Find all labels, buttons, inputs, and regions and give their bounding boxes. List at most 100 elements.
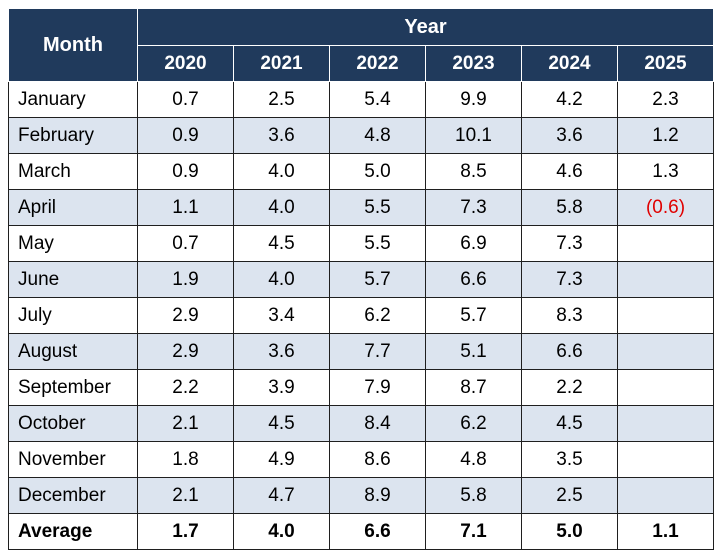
value-cell: 1.3 <box>617 153 714 190</box>
table-row: June 1.9 4.0 5.7 6.6 7.3 <box>8 261 714 298</box>
month-cell: April <box>8 189 138 226</box>
month-cell: January <box>8 81 138 118</box>
value-cell: 0.7 <box>137 81 234 118</box>
value-cell: 3.9 <box>233 369 330 406</box>
average-label: Average <box>8 513 138 550</box>
value-cell: 7.3 <box>521 261 618 298</box>
value-cell: 5.8 <box>521 189 618 226</box>
month-cell: September <box>8 369 138 406</box>
value-cell: 3.4 <box>233 297 330 334</box>
value-cell: 2.1 <box>137 405 234 442</box>
value-cell: 8.5 <box>425 153 522 190</box>
table-row: September 2.2 3.9 7.9 8.7 2.2 <box>8 369 714 406</box>
average-value-cell: 1.7 <box>137 513 234 550</box>
year-header-2022: 2022 <box>329 45 426 82</box>
month-cell: May <box>8 225 138 262</box>
value-cell: 3.6 <box>521 117 618 154</box>
value-cell: 4.0 <box>233 153 330 190</box>
average-value-cell: 5.0 <box>521 513 618 550</box>
month-cell: October <box>8 405 138 442</box>
month-column-header: Month <box>8 8 138 82</box>
value-cell: 8.4 <box>329 405 426 442</box>
value-cell: 4.5 <box>233 405 330 442</box>
value-cell: 6.6 <box>521 333 618 370</box>
value-cell: 7.3 <box>521 225 618 262</box>
value-cell: 8.3 <box>521 297 618 334</box>
table-row: March 0.9 4.0 5.0 8.5 4.6 1.3 <box>8 153 714 190</box>
value-cell: (0.6) <box>617 189 714 226</box>
value-cell: 10.1 <box>425 117 522 154</box>
value-cell: 7.7 <box>329 333 426 370</box>
value-cell: 1.1 <box>137 189 234 226</box>
value-cell: 4.0 <box>233 189 330 226</box>
value-cell: 2.3 <box>617 81 714 118</box>
value-cell: 0.7 <box>137 225 234 262</box>
average-value-cell: 7.1 <box>425 513 522 550</box>
value-cell: 5.7 <box>329 261 426 298</box>
table-row: November 1.8 4.9 8.6 4.8 3.5 <box>8 441 714 478</box>
table-row: August 2.9 3.6 7.7 5.1 6.6 <box>8 333 714 370</box>
value-cell: 0.9 <box>137 153 234 190</box>
month-cell: June <box>8 261 138 298</box>
value-cell: 4.8 <box>329 117 426 154</box>
value-cell: 9.9 <box>425 81 522 118</box>
value-cell: 5.1 <box>425 333 522 370</box>
value-cell <box>617 333 714 370</box>
value-cell: 1.9 <box>137 261 234 298</box>
table-header: Month Year 2020 2021 2022 2023 2024 2025 <box>8 8 714 82</box>
value-cell: 2.5 <box>521 477 618 514</box>
value-cell: 6.2 <box>329 297 426 334</box>
year-group-header: Year <box>137 8 714 46</box>
value-cell: 4.2 <box>521 81 618 118</box>
value-cell <box>617 225 714 262</box>
value-cell: 4.5 <box>233 225 330 262</box>
value-cell: 7.9 <box>329 369 426 406</box>
month-cell: July <box>8 297 138 334</box>
value-cell <box>617 405 714 442</box>
value-cell: 2.9 <box>137 333 234 370</box>
value-cell: 5.5 <box>329 189 426 226</box>
table-container: Month Year 2020 2021 2022 2023 2024 2025… <box>8 8 714 550</box>
value-cell: 3.6 <box>233 333 330 370</box>
year-header-2020: 2020 <box>137 45 234 82</box>
value-cell <box>617 297 714 334</box>
value-cell: 3.5 <box>521 441 618 478</box>
table-row: July 2.9 3.4 6.2 5.7 8.3 <box>8 297 714 334</box>
value-cell: 0.9 <box>137 117 234 154</box>
year-header-2024: 2024 <box>521 45 618 82</box>
month-cell: February <box>8 117 138 154</box>
year-header-2021: 2021 <box>233 45 330 82</box>
average-value-cell: 1.1 <box>617 513 714 550</box>
value-cell: 2.2 <box>137 369 234 406</box>
value-cell: 6.9 <box>425 225 522 262</box>
value-cell: 5.4 <box>329 81 426 118</box>
value-cell: 3.6 <box>233 117 330 154</box>
value-cell <box>617 261 714 298</box>
month-cell: December <box>8 477 138 514</box>
value-cell: 5.5 <box>329 225 426 262</box>
value-cell: 1.8 <box>137 441 234 478</box>
year-header-2025: 2025 <box>617 45 714 82</box>
table-row: February 0.9 3.6 4.8 10.1 3.6 1.2 <box>8 117 714 154</box>
value-cell: 4.9 <box>233 441 330 478</box>
data-table: Month Year 2020 2021 2022 2023 2024 2025… <box>8 8 714 550</box>
value-cell: 4.6 <box>521 153 618 190</box>
value-cell: 8.7 <box>425 369 522 406</box>
value-cell <box>617 369 714 406</box>
value-cell: 7.3 <box>425 189 522 226</box>
value-cell: 8.9 <box>329 477 426 514</box>
month-cell: March <box>8 153 138 190</box>
value-cell: 5.7 <box>425 297 522 334</box>
value-cell: 1.2 <box>617 117 714 154</box>
value-cell: 4.5 <box>521 405 618 442</box>
value-cell <box>617 477 714 514</box>
average-value-cell: 6.6 <box>329 513 426 550</box>
value-cell: 4.0 <box>233 261 330 298</box>
table-body: January 0.7 2.5 5.4 9.9 4.2 2.3 February 0.9 3.6 4… <box>8 81 714 550</box>
month-cell: November <box>8 441 138 478</box>
value-cell: 6.6 <box>425 261 522 298</box>
value-cell: 2.2 <box>521 369 618 406</box>
table-row: December 2.1 4.7 8.9 5.8 2.5 <box>8 477 714 514</box>
average-value-cell: 4.0 <box>233 513 330 550</box>
table-row: April 1.1 4.0 5.5 7.3 5.8 (0.6) <box>8 189 714 226</box>
